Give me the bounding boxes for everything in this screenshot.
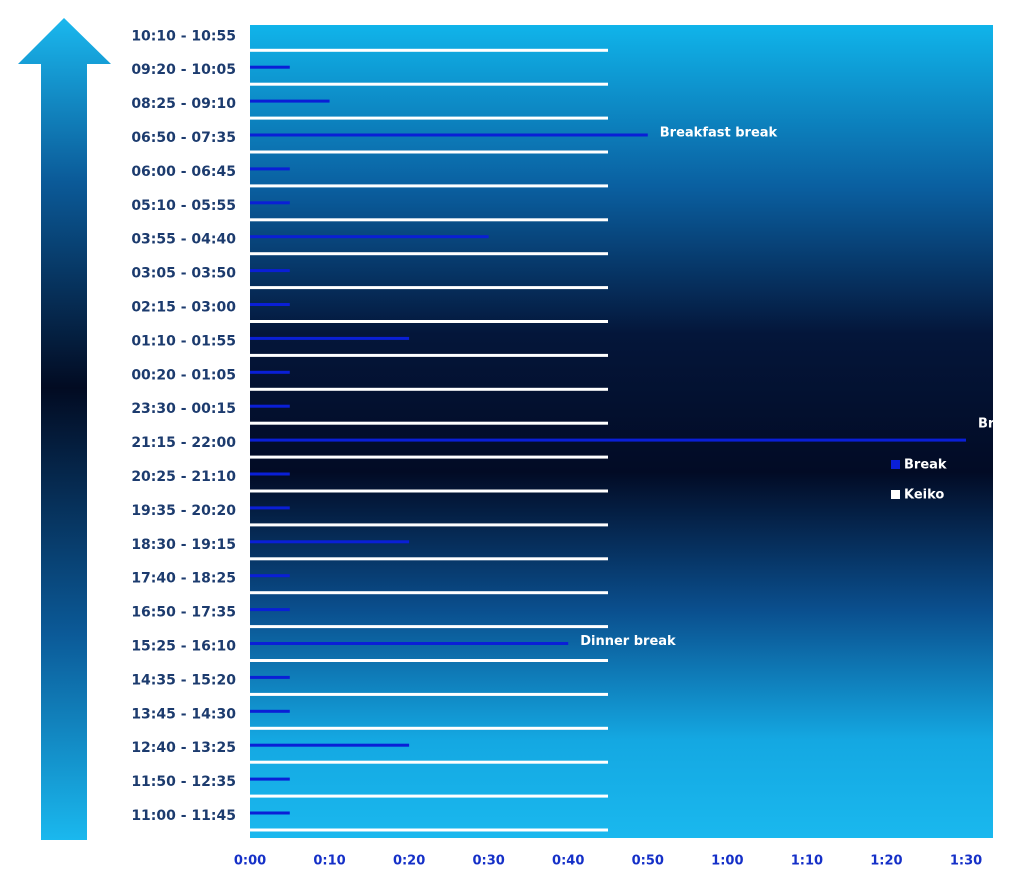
bar bbox=[250, 472, 290, 476]
plot-background bbox=[250, 25, 993, 838]
bar bbox=[250, 235, 489, 239]
legend-swatch bbox=[891, 460, 900, 469]
bar bbox=[250, 455, 608, 459]
bar bbox=[250, 303, 290, 306]
y-tick-label: 06:00 - 06:45 bbox=[131, 164, 236, 180]
bar bbox=[250, 201, 290, 205]
bar bbox=[250, 320, 608, 323]
bar bbox=[250, 794, 608, 798]
x-tick-label: 0:30 bbox=[472, 854, 504, 869]
x-tick-label: 0:40 bbox=[552, 854, 584, 869]
bar bbox=[250, 489, 608, 493]
arrow bbox=[18, 18, 111, 840]
bar bbox=[250, 760, 608, 764]
y-tick-label: 23:30 - 00:15 bbox=[131, 401, 236, 417]
bar bbox=[250, 269, 290, 273]
bar bbox=[250, 252, 608, 256]
bar bbox=[250, 591, 608, 595]
x-tick-label: 0:50 bbox=[632, 854, 664, 869]
x-tick-label: 1:10 bbox=[791, 854, 823, 869]
x-tick-label: 1:20 bbox=[870, 854, 902, 869]
x-tick-label: 0:20 bbox=[393, 854, 425, 869]
bar bbox=[250, 184, 608, 188]
bar bbox=[250, 777, 290, 781]
annotation: Breakfast break bbox=[660, 126, 778, 141]
bar bbox=[250, 404, 290, 408]
bar bbox=[250, 709, 290, 713]
y-tick-label: 16:50 - 17:35 bbox=[131, 605, 236, 621]
y-tick-label: 10:10 - 10:55 bbox=[131, 28, 236, 44]
y-tick-label: 01:10 - 01:55 bbox=[131, 333, 236, 349]
y-tick-label: 13:45 - 14:30 bbox=[131, 706, 236, 722]
annotation: Break 1 and 1/2 hr bbox=[978, 417, 1022, 432]
bar bbox=[250, 82, 608, 86]
bar bbox=[250, 167, 290, 171]
bar bbox=[250, 523, 608, 527]
bar bbox=[250, 828, 608, 832]
bar bbox=[250, 218, 608, 222]
y-tick-label: 17:40 - 18:25 bbox=[131, 571, 236, 587]
y-tick-label: 03:05 - 03:50 bbox=[131, 266, 236, 282]
y-tick-label: 21:15 - 22:00 bbox=[131, 435, 236, 451]
y-tick-label: 11:00 - 11:45 bbox=[131, 808, 236, 824]
y-tick-label: 19:35 - 20:20 bbox=[131, 503, 236, 519]
bar bbox=[250, 574, 290, 578]
bar bbox=[250, 133, 648, 137]
bar bbox=[250, 116, 608, 120]
y-tick-label: 18:30 - 19:15 bbox=[131, 537, 236, 553]
bar bbox=[250, 608, 290, 612]
annotation: Dinner break bbox=[580, 634, 676, 649]
y-tick-label: 14:35 - 15:20 bbox=[131, 672, 236, 688]
bar bbox=[250, 659, 608, 662]
bar bbox=[250, 692, 608, 696]
bar bbox=[250, 642, 569, 645]
bar bbox=[250, 675, 290, 679]
bar bbox=[250, 625, 608, 629]
bar bbox=[250, 743, 410, 747]
y-tick-label: 09:20 - 10:05 bbox=[131, 62, 236, 78]
bar bbox=[250, 438, 966, 442]
y-tick-label: 00:20 - 01:05 bbox=[131, 367, 236, 383]
bar bbox=[250, 370, 290, 374]
bar bbox=[250, 421, 608, 425]
y-tick-label: 20:25 - 21:10 bbox=[131, 469, 236, 485]
y-tick-label: 06:50 - 07:35 bbox=[131, 130, 236, 146]
x-tick-label: 1:30 bbox=[950, 854, 982, 869]
bar bbox=[250, 726, 608, 730]
bar bbox=[250, 353, 608, 357]
bar bbox=[250, 540, 410, 544]
x-tick-label: 1:00 bbox=[711, 854, 743, 869]
bar bbox=[250, 99, 330, 103]
y-tick-label: 03:55 - 04:40 bbox=[131, 232, 236, 248]
x-tick-label: 0:00 bbox=[234, 854, 266, 869]
bar bbox=[250, 65, 290, 69]
x-tick-label: 0:10 bbox=[313, 854, 345, 869]
y-tick-label: 05:10 - 05:55 bbox=[131, 198, 236, 214]
bar bbox=[250, 557, 608, 561]
legend-swatch bbox=[891, 490, 900, 499]
bar bbox=[250, 811, 290, 815]
y-tick-label: 02:15 - 03:00 bbox=[131, 300, 236, 316]
bar bbox=[250, 387, 608, 391]
bar bbox=[250, 506, 290, 510]
bar bbox=[250, 48, 608, 52]
y-tick-label: 08:25 - 09:10 bbox=[131, 96, 236, 112]
bar bbox=[250, 336, 410, 340]
y-tick-label: 15:25 - 16:10 bbox=[131, 639, 236, 655]
legend-label: Break bbox=[904, 458, 947, 473]
y-tick-label: 11:50 - 12:35 bbox=[131, 774, 236, 790]
bar bbox=[250, 150, 608, 154]
bar bbox=[250, 286, 608, 290]
legend-label: Keiko bbox=[904, 488, 944, 503]
y-tick-label: 12:40 - 13:25 bbox=[131, 740, 236, 756]
